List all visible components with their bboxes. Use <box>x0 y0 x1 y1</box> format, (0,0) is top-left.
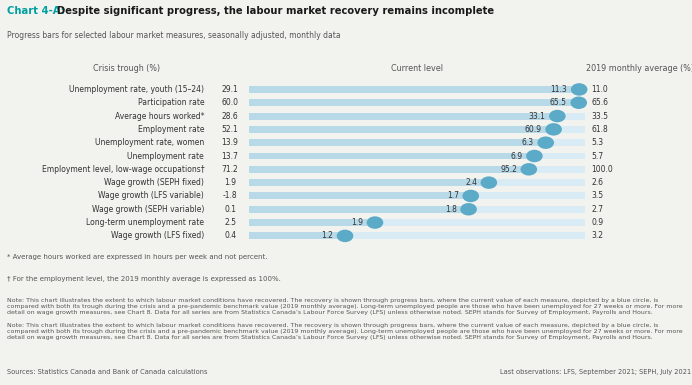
Text: 1.2: 1.2 <box>321 231 334 240</box>
Text: 0.9: 0.9 <box>592 218 604 227</box>
Text: Wage growth (SEPH fixed): Wage growth (SEPH fixed) <box>104 178 204 187</box>
Text: Wage growth (LFS variable): Wage growth (LFS variable) <box>98 191 204 201</box>
Text: 2019 monthly average (%): 2019 monthly average (%) <box>585 64 692 73</box>
Text: Unemployment rate: Unemployment rate <box>127 152 204 161</box>
Text: Unemployment rate, women: Unemployment rate, women <box>95 138 204 147</box>
Text: 1.8: 1.8 <box>445 205 457 214</box>
Text: 6.3: 6.3 <box>522 138 534 147</box>
Text: Employment level, low-wage occupations†: Employment level, low-wage occupations† <box>42 165 204 174</box>
Text: 60.9: 60.9 <box>525 125 542 134</box>
Text: Current level: Current level <box>391 64 443 73</box>
Text: Employment rate: Employment rate <box>138 125 204 134</box>
Text: 33.5: 33.5 <box>592 112 609 121</box>
Text: 65.5: 65.5 <box>550 98 567 107</box>
Text: 13.9: 13.9 <box>221 138 239 147</box>
Text: † For the employment level, the 2019 monthly average is expressed as 100%.: † For the employment level, the 2019 mon… <box>7 276 281 283</box>
Text: * Average hours worked are expressed in hours per week and not percent.: * Average hours worked are expressed in … <box>7 254 267 260</box>
Text: 29.1: 29.1 <box>221 85 239 94</box>
Text: 1.9: 1.9 <box>224 178 236 187</box>
Text: 65.6: 65.6 <box>592 98 609 107</box>
Text: 100.0: 100.0 <box>592 165 613 174</box>
Text: 0.1: 0.1 <box>224 205 236 214</box>
Text: Note: This chart illustrates the extent to which labour market conditions have r: Note: This chart illustrates the extent … <box>7 298 682 315</box>
Text: 28.6: 28.6 <box>221 112 239 121</box>
Text: Progress bars for selected labour market measures, seasonally adjusted, monthly : Progress bars for selected labour market… <box>7 31 340 40</box>
Text: 60.0: 60.0 <box>221 98 239 107</box>
Text: 3.5: 3.5 <box>592 191 604 201</box>
Text: 1.7: 1.7 <box>447 191 459 201</box>
Text: 13.7: 13.7 <box>221 152 239 161</box>
Text: 33.1: 33.1 <box>529 112 545 121</box>
Text: Participation rate: Participation rate <box>138 98 204 107</box>
Text: Average hours worked*: Average hours worked* <box>115 112 204 121</box>
Text: Unemployment rate, youth (15–24): Unemployment rate, youth (15–24) <box>69 85 204 94</box>
Text: Wage growth (LFS fixed): Wage growth (LFS fixed) <box>111 231 204 240</box>
Text: 2.4: 2.4 <box>465 178 477 187</box>
Text: 2.7: 2.7 <box>592 205 603 214</box>
Text: 5.7: 5.7 <box>592 152 604 161</box>
Text: 95.2: 95.2 <box>500 165 517 174</box>
Text: Sources: Statistics Canada and Bank of Canada calculations: Sources: Statistics Canada and Bank of C… <box>7 369 208 375</box>
Text: 52.1: 52.1 <box>221 125 239 134</box>
Text: 1.9: 1.9 <box>352 218 363 227</box>
Text: Despite significant progress, the labour market recovery remains incomplete: Despite significant progress, the labour… <box>57 6 494 16</box>
Text: Note: This chart illustrates the extent to which labour market conditions have r: Note: This chart illustrates the extent … <box>7 323 682 340</box>
Text: 2.6: 2.6 <box>592 178 603 187</box>
Text: 6.9: 6.9 <box>511 152 522 161</box>
Text: 0.4: 0.4 <box>224 231 236 240</box>
Text: 11.0: 11.0 <box>592 85 608 94</box>
Text: 11.3: 11.3 <box>551 85 567 94</box>
Text: Long-term unemployment rate: Long-term unemployment rate <box>86 218 204 227</box>
Text: Crisis trough (%): Crisis trough (%) <box>93 64 160 73</box>
Text: 71.2: 71.2 <box>221 165 239 174</box>
Text: Wage growth (SEPH variable): Wage growth (SEPH variable) <box>92 205 204 214</box>
Text: 2.5: 2.5 <box>224 218 236 227</box>
Text: Last observations: LFS, September 2021; SEPH, July 2021: Last observations: LFS, September 2021; … <box>500 369 691 375</box>
Text: 3.2: 3.2 <box>592 231 603 240</box>
Text: 5.3: 5.3 <box>592 138 604 147</box>
Text: -1.8: -1.8 <box>223 191 237 201</box>
Text: 61.8: 61.8 <box>592 125 608 134</box>
Text: Chart 4-A:: Chart 4-A: <box>7 6 64 16</box>
